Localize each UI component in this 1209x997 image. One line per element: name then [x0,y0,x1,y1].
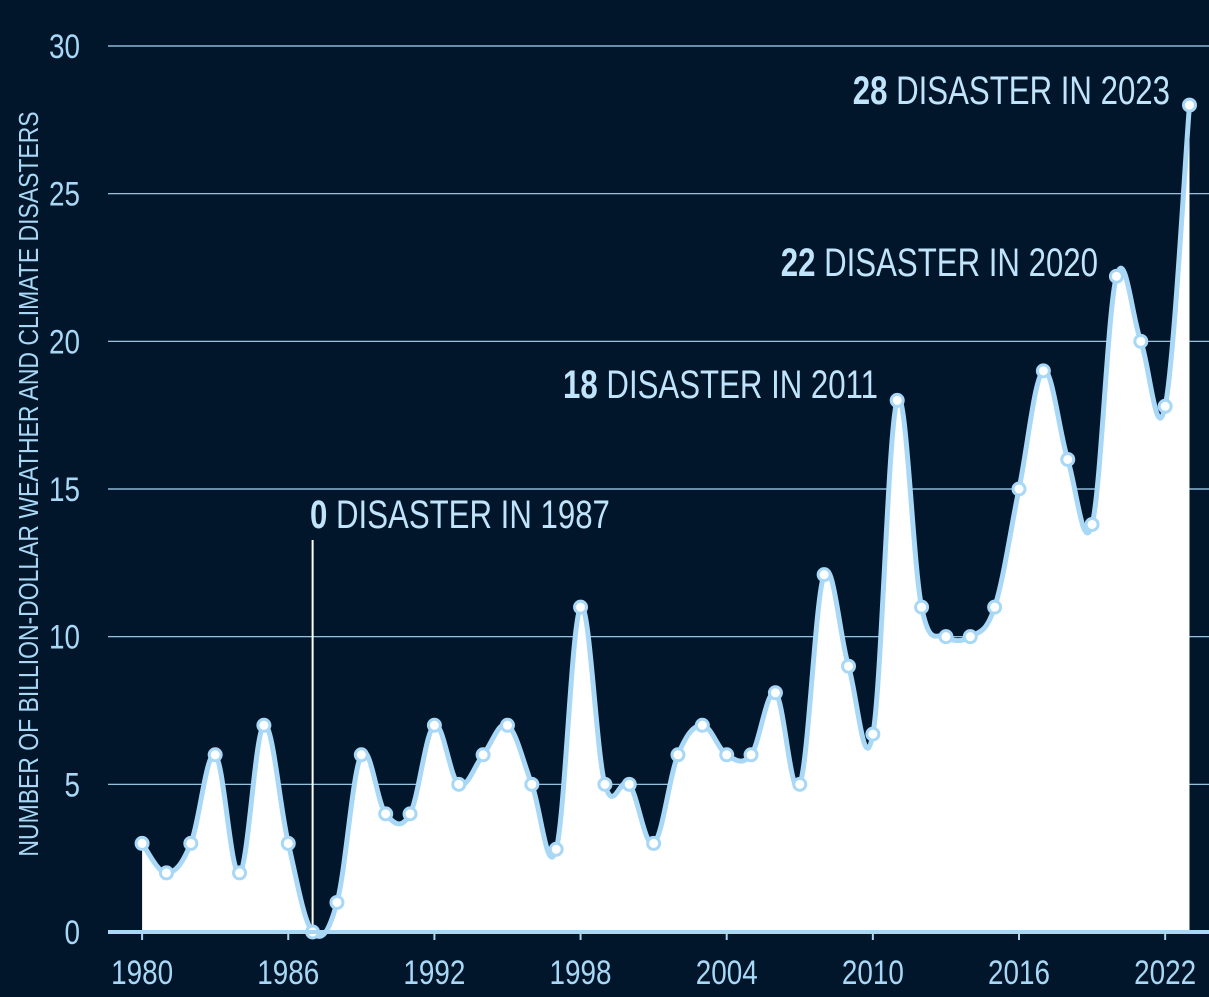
data-point-1985 [256,717,272,733]
annotation-text-2011: DISASTER IN 2011 [598,362,878,407]
x-tick-labels: 1980 1986 1992 1998 2004 2010 2016 2022 [111,932,1196,992]
y-tick-label-0: 0 [64,913,80,951]
annotation-text-1987: DISASTER IN 1987 [327,492,610,537]
annotation-number-2023: 28 [853,68,888,113]
x-tick-label-1980: 1980 [111,953,173,991]
annotation-2020: 22 DISASTER IN 2020 [781,240,1098,285]
data-point-2011 [889,392,905,408]
annotation-1987: 0 DISASTER IN 1987 [310,492,610,537]
data-point-1993 [451,776,467,792]
data-point-2018 [1060,451,1076,467]
data-points [134,97,1198,940]
data-point-2003 [694,717,710,733]
data-point-2020 [1108,268,1124,284]
data-point-1999 [597,776,613,792]
y-tick-label-25: 25 [49,175,80,213]
data-point-2014 [962,629,978,645]
data-point-2006 [767,685,783,701]
data-point-1998 [573,599,589,615]
y-tick-label-30: 30 [49,27,80,65]
data-point-2008 [816,567,832,583]
data-point-1996 [524,776,540,792]
data-point-2021 [1133,333,1149,349]
data-point-2013 [938,629,954,645]
x-tick-label-1992: 1992 [403,953,465,991]
x-tick-label-2004: 2004 [696,953,758,991]
x-tick-label-1998: 1998 [550,953,612,991]
data-point-1994 [475,747,491,763]
data-point-2015 [987,599,1003,615]
annotation-2011: 18 DISASTER IN 2011 [563,362,878,407]
annotations: 0 DISASTER IN 1987 18 DISASTER IN 2011 22 … [310,68,1170,537]
data-point-1997 [548,841,564,857]
data-point-1982 [183,835,199,851]
y-tick-labels: 0 5 10 15 20 25 30 [49,27,80,951]
x-tick-label-1986: 1986 [257,953,319,991]
y-tick-label-15: 15 [49,470,80,508]
area-fill [142,105,1190,937]
data-point-1995 [499,717,515,733]
data-point-1983 [207,747,223,763]
data-point-2016 [1011,481,1027,497]
data-point-2017 [1035,363,1051,379]
data-point-1984 [232,865,248,881]
data-point-1988 [329,894,345,910]
data-point-1980 [134,835,150,851]
data-point-2000 [621,776,637,792]
x-tick-label-2016: 2016 [988,953,1050,991]
data-point-1981 [158,865,174,881]
annotation-number-2011: 18 [563,362,598,407]
data-point-2012 [914,599,930,615]
x-tick-label-2022: 2022 [1134,953,1196,991]
data-point-2007 [792,776,808,792]
data-point-2002 [670,747,686,763]
data-point-1989 [353,747,369,763]
data-point-1990 [378,806,394,822]
y-tick-label-10: 10 [49,618,80,656]
data-point-2019 [1084,516,1100,532]
data-point-2022 [1157,398,1173,414]
y-axis-label: NUMBER OF BILLION-DOLLAR WEATHER AND CLI… [14,111,45,856]
y-tick-label-20: 20 [49,323,80,361]
annotation-text-2020: DISASTER IN 2020 [815,240,1098,285]
x-tick-label-2010: 2010 [842,953,904,991]
data-point-2023 [1182,97,1198,113]
annotation-text-2023: DISASTER IN 2023 [887,68,1170,113]
data-point-2009 [840,658,856,674]
data-point-1986 [280,835,296,851]
data-point-2004 [719,747,735,763]
data-point-1991 [402,806,418,822]
y-tick-label-5: 5 [64,766,80,804]
data-point-1992 [426,717,442,733]
annotation-number-2020: 22 [781,240,816,285]
annotation-2023: 28 DISASTER IN 2023 [853,68,1170,113]
data-point-2010 [865,726,881,742]
data-point-2005 [743,747,759,763]
data-point-2001 [646,835,662,851]
annotation-number-1987: 0 [310,492,327,537]
